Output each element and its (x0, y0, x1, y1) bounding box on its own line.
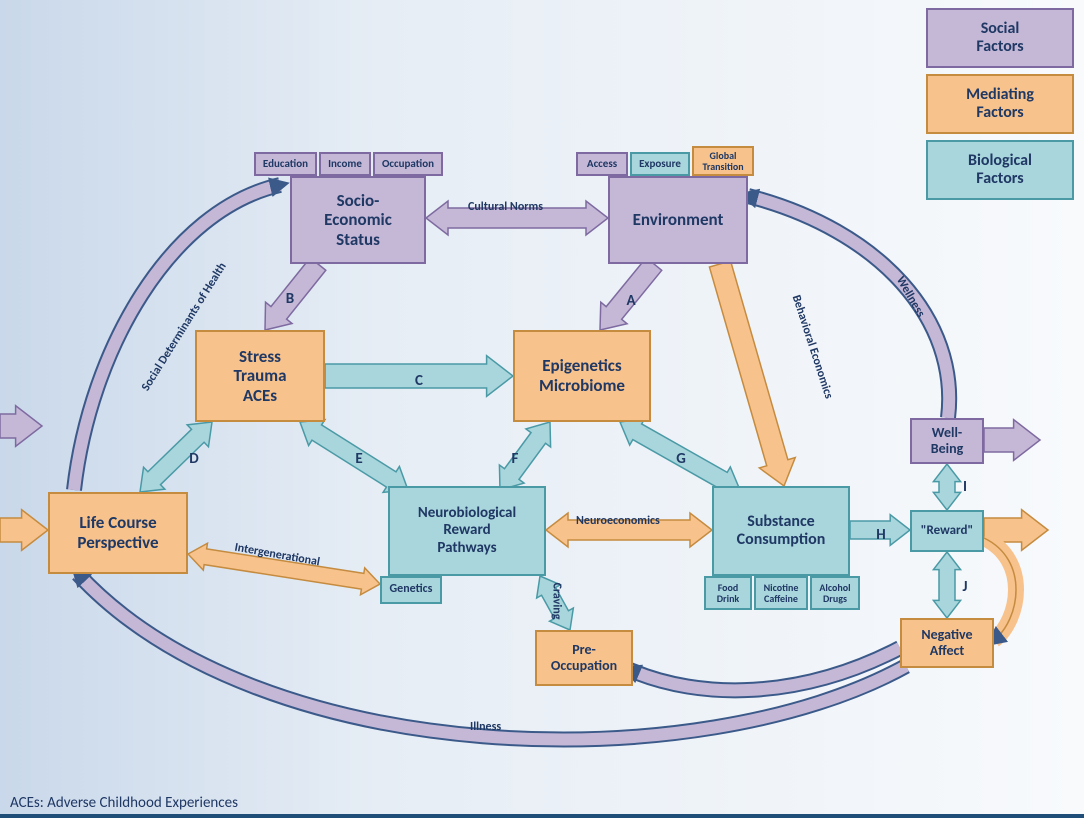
node-occ: Occupation (373, 152, 443, 176)
caption: ACEs: Adverse Childhood Experiences (10, 794, 238, 812)
node-life: Life CoursePerspective (48, 492, 188, 574)
node-edu: Education (254, 152, 317, 176)
arrow-label-ses-env: Cultural Norms (468, 200, 543, 214)
legend-biological: BiologicalFactors (926, 140, 1074, 200)
node-nic: NicotineCaffeine (754, 576, 808, 610)
edge-letter-I: I (956, 478, 974, 496)
edge-letter-D: D (185, 450, 203, 468)
node-genetics: Genetics (380, 576, 442, 604)
node-reward: "Reward" (910, 510, 984, 552)
edge-letter-C: C (410, 372, 428, 390)
node-access: Access (576, 152, 628, 176)
arrow-entry-left-orange (0, 510, 48, 551)
arrow-label-neuro-preocc: Craving (549, 583, 563, 620)
node-income: Income (319, 152, 371, 176)
node-ses: Socio-EconomicStatus (290, 176, 426, 264)
node-env: Environment (608, 176, 748, 264)
legend-social: SocialFactors (926, 8, 1074, 68)
node-neuro: NeurobiologicalRewardPathways (388, 486, 546, 576)
node-global: GlobalTransition (692, 146, 754, 176)
edge-letter-J: J (956, 578, 974, 596)
node-alc: AlcoholDrugs (810, 576, 860, 610)
node-preocc: Pre-Occupation (535, 630, 633, 686)
edge-letter-F: F (506, 450, 524, 468)
node-sub: SubstanceConsumption (712, 486, 850, 576)
node-exposure: Exposure (630, 152, 690, 176)
edge-letter-E: E (350, 450, 368, 468)
edge-letter-G: G (672, 450, 690, 468)
node-negaff: NegativeAffect (900, 618, 994, 668)
curve-label-illness-to-life: Illness (470, 720, 501, 734)
node-stress: StressTraumaACEs (195, 330, 325, 422)
arrow-stress-life (129, 411, 222, 503)
edge-letter-B: B (281, 290, 299, 308)
diagram-canvas: ACEs: Adverse Childhood Experiences Cult… (0, 0, 1084, 818)
arrow-env-sub (702, 259, 802, 491)
legend-mediating: MediatingFactors (926, 74, 1074, 134)
arrow-exit-right-purple (984, 420, 1040, 461)
edge-letter-A: A (622, 292, 640, 310)
node-food: FoodDrink (704, 576, 752, 610)
arrow-label-neuro-sub: Neuroeconomics (576, 514, 660, 528)
edge-letter-H: H (872, 526, 890, 544)
node-wellbeing: Well-Being (910, 418, 984, 464)
arrow-entry-left-purple (0, 406, 42, 447)
node-epi: EpigeneticsMicrobiome (513, 330, 651, 422)
